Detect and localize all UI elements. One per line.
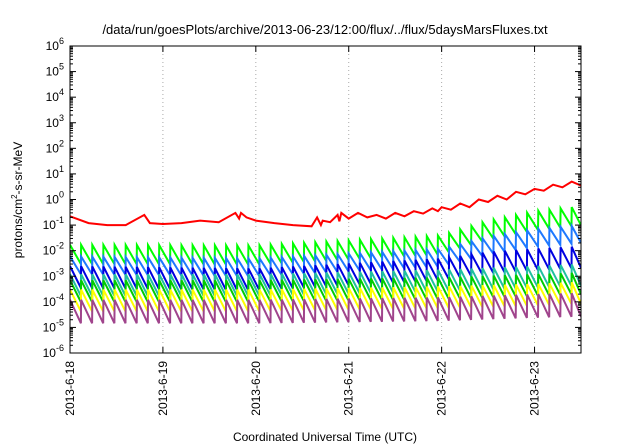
x-tick-label: 2013-6-18 (63, 361, 77, 416)
y-tick-base: 10 (46, 193, 60, 207)
y-tick-exponent: 0 (59, 190, 64, 200)
x-tick-label: 2013-6-22 (435, 361, 449, 416)
y-tick-exponent: 3 (59, 113, 64, 123)
y-axis: 10-610-510-410-310-210-11001011021031041… (43, 36, 581, 360)
y-tick-label: 104 (46, 87, 64, 104)
y-tick-exponent: -4 (56, 292, 64, 302)
y-tick-base: 10 (46, 167, 60, 181)
y-tick-exponent: 4 (59, 87, 64, 97)
x-tick-label: 2013-6-21 (342, 361, 356, 416)
y-axis-label: protons/cm2-s-sr-MeV (10, 142, 25, 258)
y-tick-exponent: 2 (59, 138, 64, 148)
series-group (70, 180, 581, 324)
y-tick-exponent: -5 (56, 317, 64, 327)
y-tick-label: 100 (46, 190, 64, 207)
x-axis: 2013-6-18 2013-6-19 2013-6-20 2013-6-21 2013… (63, 46, 542, 416)
y-tick-base: 10 (43, 320, 57, 334)
y-tick-base: 10 (43, 269, 57, 283)
series-line-7 (70, 292, 581, 324)
y-tick-label: 10-2 (43, 241, 64, 258)
y-tick-label: 101 (46, 164, 64, 181)
y-tick-label: 105 (46, 62, 64, 79)
y-tick-base: 10 (46, 39, 60, 53)
y-tick-base: 10 (46, 141, 60, 155)
y-tick-label: 103 (46, 113, 64, 130)
y-tick-label: 10-5 (43, 317, 64, 334)
x-axis-label: Coordinated Universal Time (UTC) (233, 430, 417, 444)
y-axis-label-suffix: -s-sr-MeV (11, 142, 25, 195)
y-axis-label-superscript: 2 (10, 194, 19, 199)
y-tick-exponent: -3 (56, 266, 64, 276)
y-tick-base: 10 (46, 90, 60, 104)
y-tick-label: 106 (46, 36, 64, 53)
y-tick-exponent: 1 (59, 164, 64, 174)
y-axis-label-prefix: protons/cm (11, 199, 25, 258)
y-tick-base: 10 (43, 346, 57, 360)
y-tick-label: 10-3 (43, 266, 64, 283)
y-tick-exponent: 5 (59, 62, 64, 72)
y-tick-base: 10 (43, 295, 57, 309)
y-tick-exponent: 6 (59, 36, 64, 46)
y-tick-base: 10 (43, 218, 57, 232)
y-tick-base: 10 (46, 116, 60, 130)
series-line-0 (70, 180, 581, 228)
x-tick-label: 2013-6-19 (156, 361, 170, 416)
y-tick-label: 10-1 (43, 215, 64, 232)
y-tick-base: 10 (43, 244, 57, 258)
x-tick-label: 2013-6-20 (249, 361, 263, 416)
y-tick-base: 10 (46, 65, 60, 79)
y-tick-exponent: -6 (56, 343, 64, 353)
y-tick-label: 10-4 (43, 292, 64, 309)
chart-title: /data/run/goesPlots/archive/2013-06-23/1… (102, 22, 548, 37)
x-tick-label: 2013-6-23 (528, 361, 542, 416)
y-tick-label: 102 (46, 138, 64, 155)
y-tick-exponent: -2 (56, 241, 64, 251)
y-tick-exponent: -1 (56, 215, 64, 225)
y-tick-label: 10-6 (43, 343, 64, 360)
